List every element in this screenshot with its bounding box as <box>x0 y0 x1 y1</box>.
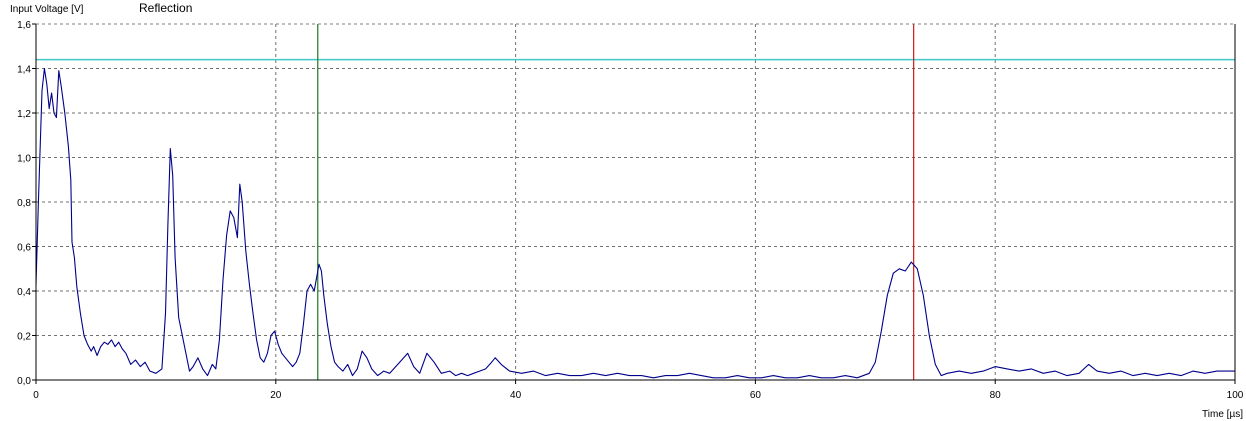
x-axis-title: Time [µs] <box>1202 409 1243 420</box>
grid <box>36 24 1235 380</box>
x-tick-label: 40 <box>510 390 522 401</box>
y-tick-label: 0,4 <box>17 287 31 298</box>
y-tick-label: 0,6 <box>17 243 31 254</box>
x-tick-label: 100 <box>1227 390 1244 401</box>
series-layer <box>35 67 1235 379</box>
plot-frame <box>35 23 1236 381</box>
x-tick-label: 0 <box>33 390 39 401</box>
cursor-markers <box>36 24 1235 380</box>
y-tick-label: 1,2 <box>17 109 31 120</box>
x-tick-label: 60 <box>750 390 762 401</box>
y-axis-title: Input Voltage [V] <box>10 4 84 15</box>
y-tick-label: 1,4 <box>17 65 31 76</box>
legend-series-label: Reflection <box>139 1 192 15</box>
y-tick-label: 1,6 <box>17 20 31 31</box>
tick-labels: 0,0 0,2 0,4 0,6 0,8 1,0 1,2 1,4 1,6 0 20 40 60 80 100 <box>17 20 1244 401</box>
y-tick-label: 0,2 <box>17 332 31 343</box>
x-tick-label: 80 <box>990 390 1002 401</box>
y-tick-label: 0,0 <box>17 376 31 387</box>
y-tick-label: 1,0 <box>17 154 31 165</box>
y-tick-label: 0,8 <box>17 198 31 209</box>
reflection-series-line <box>35 67 1235 379</box>
x-tick-label: 20 <box>270 390 282 401</box>
